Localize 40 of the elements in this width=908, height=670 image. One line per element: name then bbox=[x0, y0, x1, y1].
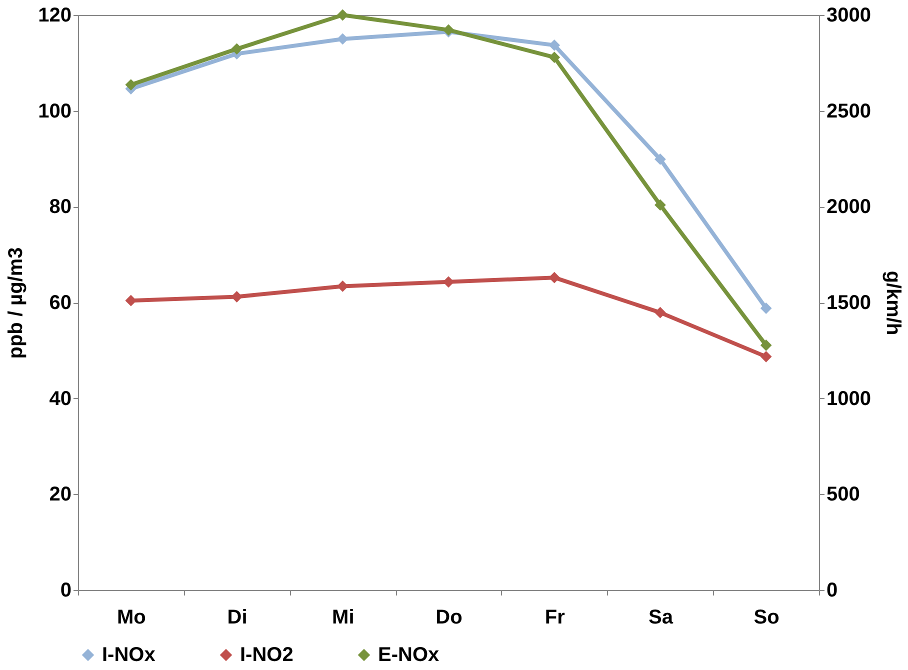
y-tick-label: 100 bbox=[38, 100, 72, 122]
point bbox=[231, 291, 242, 302]
y2-tick-label: 1000 bbox=[826, 388, 871, 410]
x-tick-label: Di bbox=[227, 606, 248, 628]
y-axis-title: ppb / µg/m3 bbox=[5, 247, 28, 359]
x-tick-label: Mi bbox=[332, 606, 354, 628]
point bbox=[231, 43, 242, 55]
y2-tick-label: 1500 bbox=[826, 292, 871, 314]
point bbox=[654, 306, 666, 318]
y2-tick-label: 3000 bbox=[826, 4, 871, 26]
x-tick-label: Mo bbox=[116, 606, 146, 628]
y-tick-label: 40 bbox=[49, 388, 72, 410]
x-tick-label: Do bbox=[436, 606, 462, 628]
point bbox=[125, 79, 137, 90]
point bbox=[336, 33, 348, 45]
point bbox=[336, 9, 348, 21]
point bbox=[760, 350, 772, 362]
legend-label: I-NO2 bbox=[240, 644, 294, 666]
legend-label: E-NOx bbox=[378, 644, 440, 666]
y-tick-label: 20 bbox=[49, 484, 72, 506]
y2-tick-label: 500 bbox=[826, 484, 860, 506]
point bbox=[548, 52, 560, 64]
point bbox=[760, 302, 772, 314]
y2-tick-label: 0 bbox=[826, 580, 838, 602]
y-tick-label: 80 bbox=[49, 196, 72, 218]
point bbox=[548, 39, 560, 51]
legend-label: I-NOx bbox=[102, 644, 156, 666]
y2-axis-title: g/km/h bbox=[882, 270, 904, 336]
y2-tick-label: 2500 bbox=[826, 100, 871, 122]
point bbox=[548, 272, 560, 284]
y-tick-label: 120 bbox=[38, 4, 72, 26]
x-tick-label: Fr bbox=[544, 606, 566, 628]
y-tick-label: 0 bbox=[60, 580, 72, 602]
point bbox=[760, 340, 772, 351]
y-tick-label: 60 bbox=[49, 292, 72, 314]
point bbox=[654, 199, 666, 211]
point bbox=[654, 154, 666, 165]
x-tick-label: Sa bbox=[648, 606, 674, 628]
x-tick-label: So bbox=[754, 606, 780, 628]
y2-tick-label: 2000 bbox=[826, 196, 871, 218]
